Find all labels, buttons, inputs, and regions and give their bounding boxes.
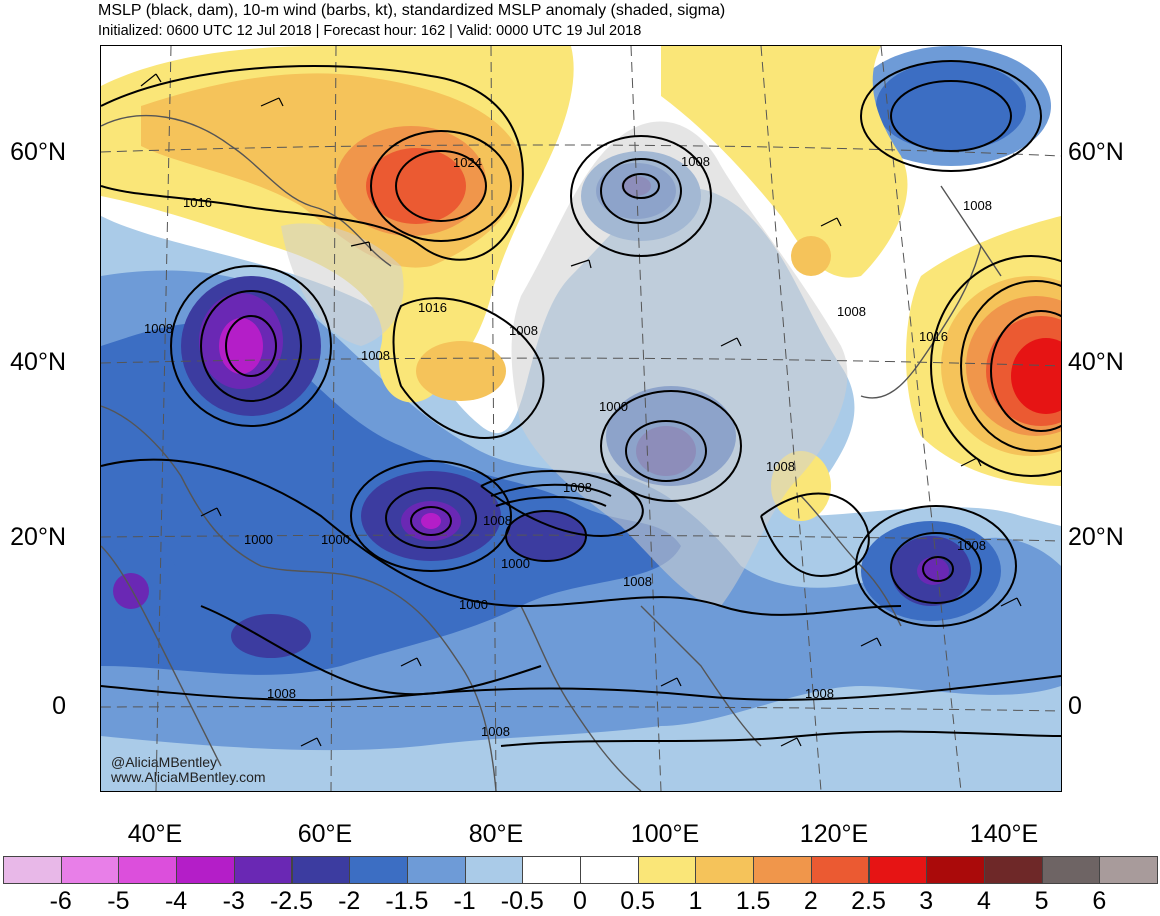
colorbar-cell (810, 856, 870, 884)
colorbar-cell (291, 856, 351, 884)
isobar-label: 1008 (361, 348, 390, 363)
anomaly-shading (101, 46, 1061, 791)
colorbar-cell (349, 856, 408, 884)
colorbar-cell (1099, 856, 1158, 884)
colorbar-cell (580, 856, 639, 884)
colorbar-cell (118, 856, 178, 884)
colorbar-cell (868, 856, 928, 884)
isobar-label: 1008 (509, 323, 538, 338)
lat-label-right: 20°N (1068, 523, 1124, 551)
colorbar-label: -2.5 (269, 887, 314, 915)
colorbar-label: 1.5 (735, 887, 771, 915)
colorbar-cell (60, 856, 120, 884)
credit-handle: @AliciaMBentley (111, 754, 218, 770)
graticule-lines (101, 46, 1061, 791)
colorbar-cell (406, 856, 466, 884)
colorbar-cell (926, 856, 985, 884)
colorbar-label: 6 (1092, 887, 1107, 915)
colorbar-cell (464, 856, 524, 884)
colorbar-label: -1 (453, 887, 476, 915)
colorbar-label: 5 (1034, 887, 1049, 915)
colorbar-cell (637, 856, 697, 884)
isobar-contours (101, 60, 1061, 747)
isobar-label: 1008 (837, 304, 866, 319)
lat-label-left: 0 (52, 692, 66, 720)
isobar-label: 1008 (267, 686, 296, 701)
lat-label-right: 0 (1068, 692, 1082, 720)
isobar-label: 1000 (501, 556, 530, 571)
lon-label: 40°E (127, 820, 183, 848)
colorbar-label: 2 (803, 887, 818, 915)
colorbar-cell (753, 856, 812, 884)
colorbar-label: 0 (573, 887, 587, 915)
isobar-label: 1016 (919, 329, 948, 344)
isobar-label: 1008 (483, 513, 512, 528)
map-subtitle: Initialized: 0600 UTC 12 Jul 2018 | Fore… (98, 23, 642, 39)
colorbar-label: 3 (919, 887, 934, 915)
colorbar-cell (176, 856, 235, 884)
colorbar-label: 4 (976, 887, 991, 915)
credit-site: www.AliciaMBentley.com (111, 769, 266, 785)
colorbar-cell (983, 856, 1043, 884)
colorbar-label: 0.5 (620, 887, 656, 915)
lat-label-left: 20°N (10, 523, 66, 551)
isobar-label: 1008 (805, 686, 834, 701)
lon-label: 120°E (799, 820, 869, 848)
isobar-label: 1008 (563, 480, 592, 495)
isobar-label: 1008 (623, 574, 652, 589)
isobar-label: 1000 (459, 597, 488, 612)
colorbar-label: 2.5 (851, 887, 886, 915)
colorbar-cell (3, 856, 62, 884)
lon-label: 60°E (297, 820, 353, 848)
map-canvas: 1024 1016 1016 1016 1008 1008 1008 1008 … (101, 46, 1061, 791)
map-panel: 1024 1016 1016 1016 1008 1008 1008 1008 … (100, 45, 1062, 792)
colorbar-cell (522, 856, 581, 884)
colorbar-cell (233, 856, 293, 884)
lon-label: 80°E (468, 820, 524, 848)
lat-label-left: 40°N (10, 348, 66, 376)
lat-label-right: 40°N (1068, 348, 1124, 376)
isobar-label: 1008 (963, 198, 992, 213)
isobar-label: 1000 (599, 399, 628, 414)
isobar-label: 1008 (481, 724, 510, 739)
lat-label-left: 60°N (10, 138, 66, 166)
isobar-label: 1016 (418, 300, 447, 315)
isobar-label: 1016 (183, 195, 212, 210)
isobar-label: 1008 (681, 154, 710, 169)
colorbar-cell (1041, 856, 1101, 884)
map-title: MSLP (black, dam), 10-m wind (barbs, kt)… (98, 2, 726, 19)
lat-label-right: 60°N (1068, 138, 1124, 166)
colorbar-label: -1.5 (385, 887, 429, 915)
isobar-label: 1008 (766, 459, 795, 474)
wind-barbs (140, 73, 1022, 747)
isobar-label: 1000 (244, 532, 273, 547)
colorbar-label: -2 (338, 887, 361, 915)
anomaly-colorbar (3, 856, 1158, 885)
colorbar-label: -4 (164, 887, 188, 915)
colorbar-cell (695, 856, 755, 884)
isobar-labels: 1024 1016 1016 1016 1008 1008 1008 1008 … (144, 154, 992, 739)
isobar-label: 1024 (453, 155, 482, 170)
colorbar-label: -3 (222, 887, 245, 915)
colorbar-label: -6 (49, 887, 72, 915)
colorbar-label: 1 (688, 887, 703, 915)
lon-label: 100°E (630, 820, 700, 848)
isobar-label: 1008 (144, 321, 173, 336)
lon-label: 140°E (969, 820, 1039, 848)
colorbar-label: -0.5 (500, 887, 544, 915)
colorbar-label: -5 (107, 887, 130, 915)
isobar-label: 1008 (957, 538, 986, 553)
isobar-label: 1000 (321, 532, 350, 547)
